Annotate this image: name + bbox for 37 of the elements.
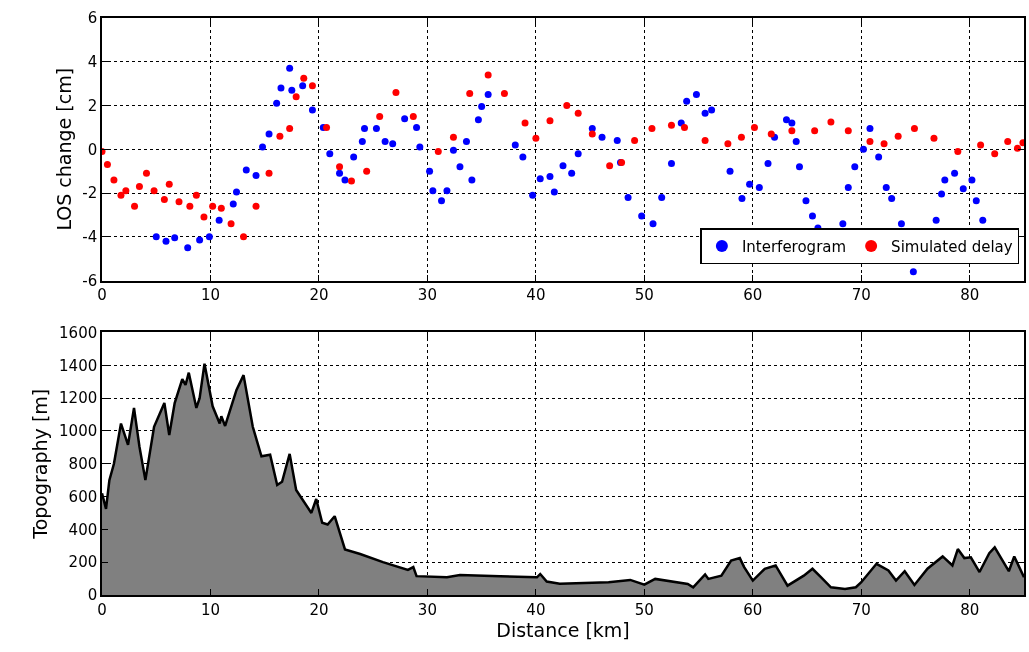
y-tick-label: 1200 xyxy=(59,389,98,408)
x-tick-label: 20 xyxy=(309,286,329,305)
x-tick-label: 50 xyxy=(634,286,654,305)
legend-label: Simulated delay xyxy=(891,237,1013,256)
y-tick-label: 1000 xyxy=(59,422,98,441)
y-tick-label: 1600 xyxy=(59,323,98,342)
y-tick-label: -2 xyxy=(82,184,98,203)
legend-label: Interferogram xyxy=(741,237,847,256)
y-tick-label: 0 xyxy=(87,586,98,605)
x-tick-label: 50 xyxy=(634,600,654,619)
x-tick-label: 10 xyxy=(200,286,221,305)
y-tick-label: 800 xyxy=(68,454,98,473)
y-tick-label: -4 xyxy=(82,228,98,247)
x-tick-label: 80 xyxy=(960,286,980,305)
x-tick-label: 30 xyxy=(417,600,437,619)
y-tick-label: 600 xyxy=(68,487,98,506)
x-tick-label: 40 xyxy=(526,600,546,619)
x-tick-label: 30 xyxy=(417,286,437,305)
y-axis-title: Topography [m] xyxy=(29,388,52,540)
x-tick-label: 70 xyxy=(851,286,871,305)
x-axis-title: Distance [km] xyxy=(496,619,630,642)
y-tick-label: 6 xyxy=(87,9,98,28)
x-tick-label: 10 xyxy=(200,600,221,619)
x-tick-label: 80 xyxy=(960,600,980,619)
y-tick-label: -6 xyxy=(82,271,98,290)
y-tick-label: 200 xyxy=(68,553,98,572)
y-tick-label: 1400 xyxy=(59,356,98,375)
x-tick-label: 60 xyxy=(743,286,763,305)
y-tick-label: 400 xyxy=(68,520,98,539)
x-tick-label: 60 xyxy=(743,600,763,619)
y-tick-label: 2 xyxy=(87,96,98,115)
y-axis-title: LOS change [cm] xyxy=(52,67,75,231)
y-tick-label: 4 xyxy=(87,53,98,72)
x-tick-label: 70 xyxy=(851,600,871,619)
x-tick-label: 20 xyxy=(309,600,329,619)
x-tick-label: 40 xyxy=(526,286,546,305)
y-tick-label: 0 xyxy=(87,140,98,159)
